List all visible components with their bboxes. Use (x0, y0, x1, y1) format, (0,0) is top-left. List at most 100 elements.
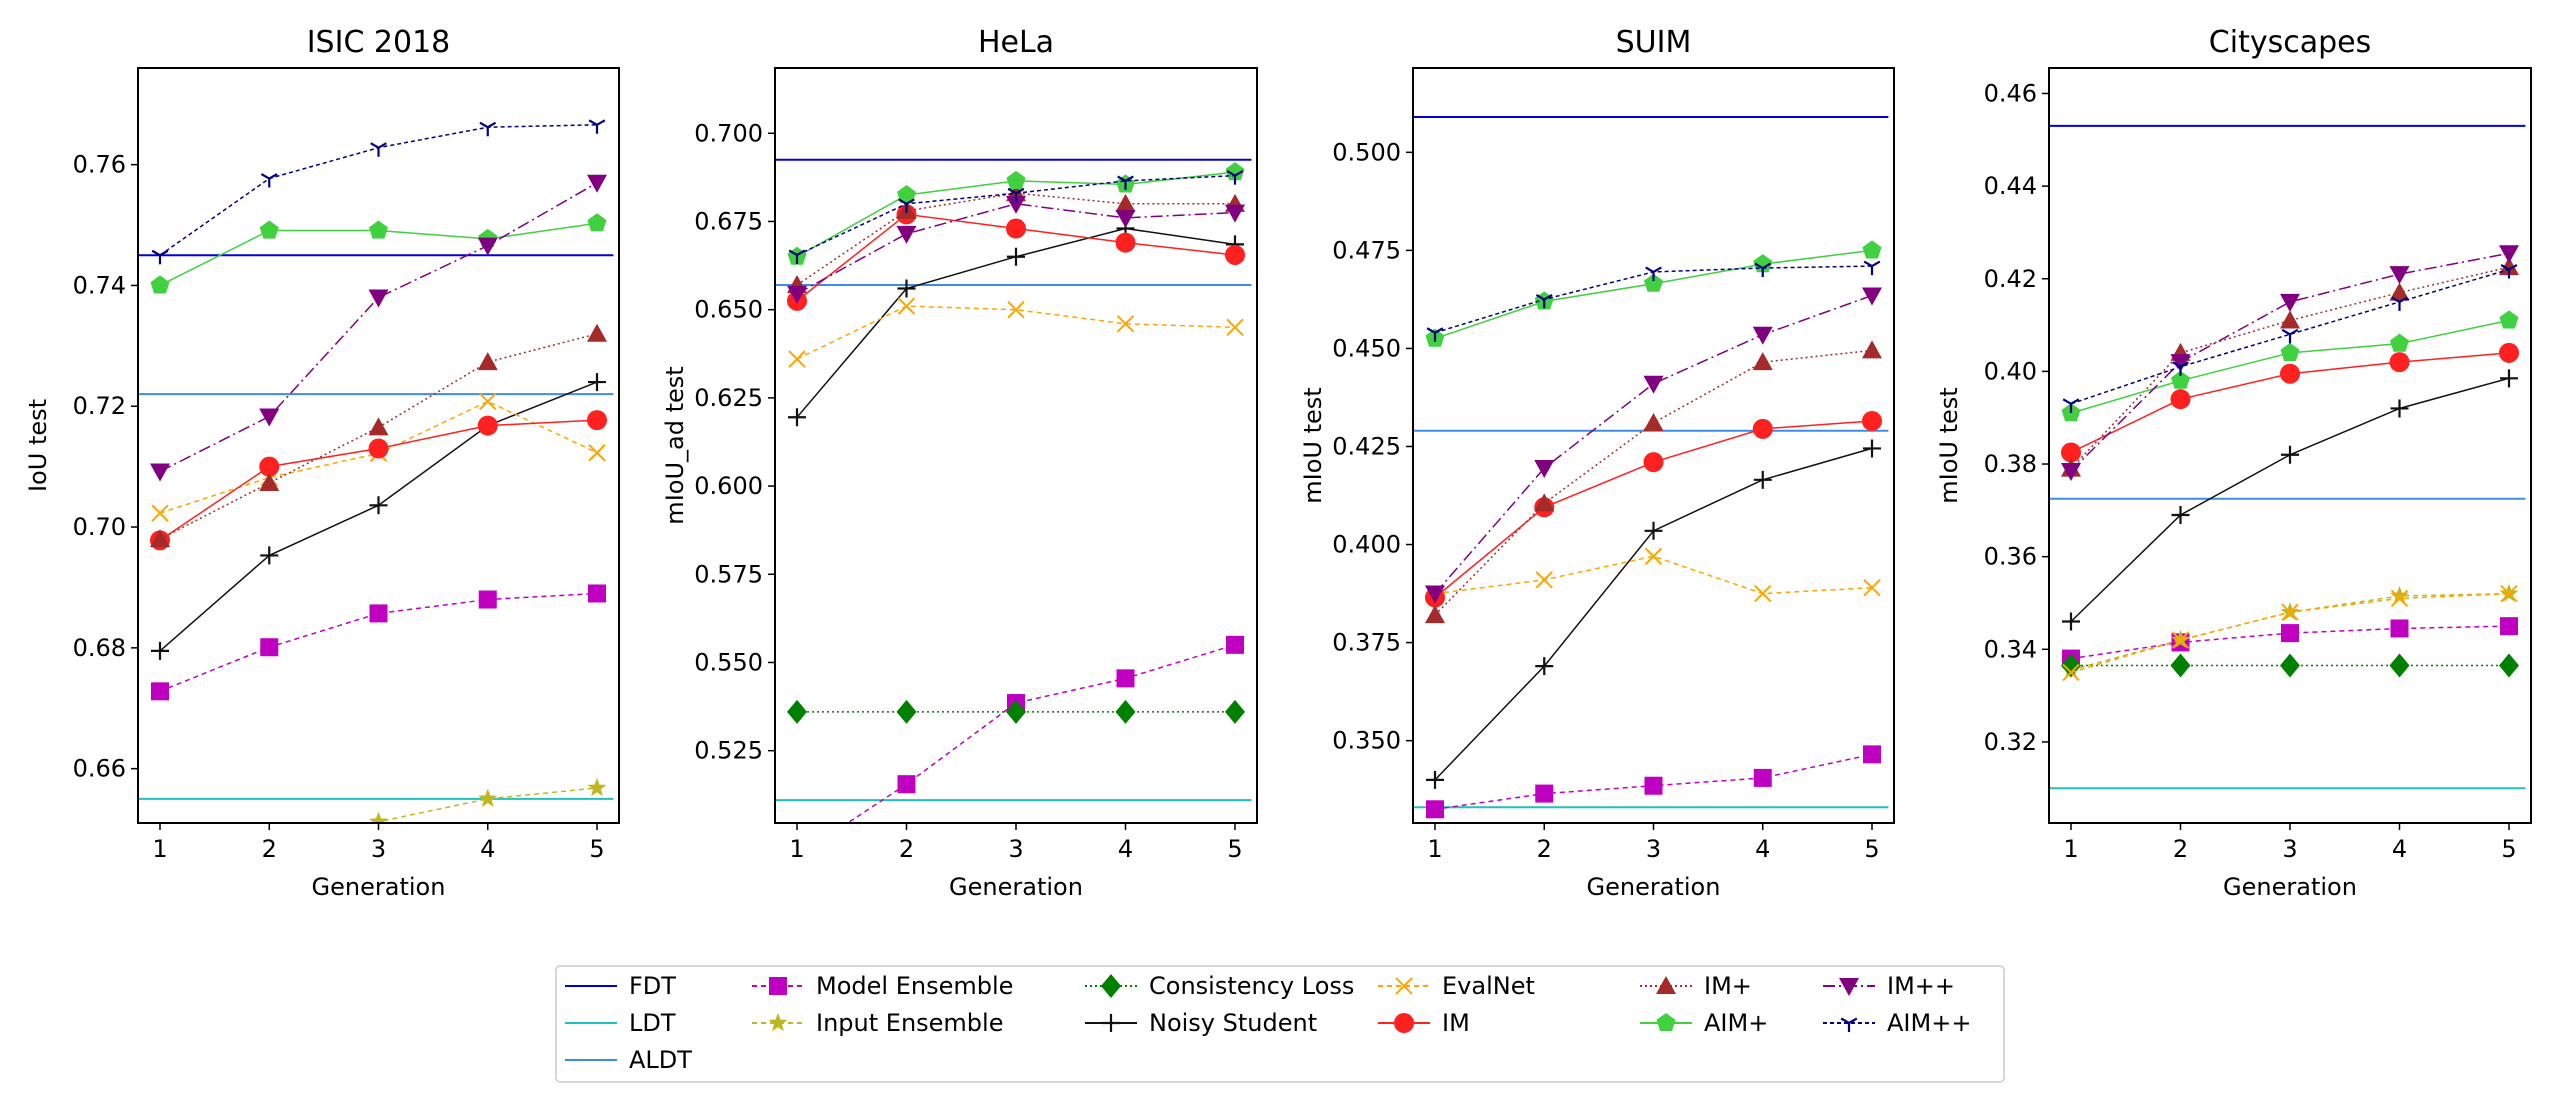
data-point-aimpp (2172, 361, 2189, 376)
chart-title: SUIM (1616, 25, 1692, 60)
y-axis-label: mIoU test (1935, 387, 1963, 503)
y-tick-label: 0.66 (73, 755, 126, 783)
legend-label: ALDT (629, 1046, 692, 1074)
legend-item-ldt: LDT (565, 1009, 676, 1037)
x-axis-label: Generation (1587, 873, 1721, 901)
x-tick-label: 5 (1864, 835, 1879, 863)
legend-label: IM++ (1887, 972, 1955, 1000)
legend-label: AIM+ (1704, 1009, 1768, 1037)
data-point-en (588, 444, 606, 462)
data-point-imp (1425, 605, 1445, 624)
x-axis-label: Generation (2223, 873, 2357, 901)
legend-item-imp: IM+ (1640, 972, 1752, 1000)
y-tick-label: 0.38 (1984, 450, 2037, 478)
legend-item-aldt: ALDT (565, 1046, 692, 1074)
series-line-me (159, 592, 598, 692)
x-tick-label: 3 (371, 835, 386, 863)
data-point-me (260, 638, 279, 657)
y-tick-label: 0.72 (73, 392, 126, 420)
data-point-ns (2281, 445, 2299, 464)
data-point-me (2281, 624, 2299, 643)
data-point-impp (1006, 195, 1026, 214)
y-tick-label: 0.350 (1332, 727, 1401, 755)
data-point-impp (1862, 287, 1882, 306)
data-point-ns (369, 496, 388, 515)
data-point-im (1643, 452, 1664, 473)
data-point-en (2171, 631, 2190, 649)
y-tick-label: 0.550 (694, 648, 763, 676)
data-point-impp (1225, 204, 1245, 223)
data-point-imp (2499, 257, 2519, 276)
data-point-impp (1425, 585, 1445, 604)
y-tick-label: 0.32 (1984, 728, 2037, 756)
x-tick-label: 1 (789, 835, 804, 863)
data-point-impp (1115, 209, 1136, 228)
data-point-aimp (369, 220, 388, 239)
data-point-aimpp (898, 198, 915, 213)
chart-title: ISIC 2018 (307, 25, 451, 60)
series-line-ns (2070, 377, 2510, 623)
legend-marker (768, 1013, 788, 1032)
data-point-impp (896, 225, 917, 244)
chart-panel-2: HeLa Generation mIoU_ad test 1 2 3 4 5 0.525 0.55… (661, 25, 1258, 901)
data-point-aimp (1225, 162, 1245, 181)
series-line-ns (1434, 447, 1873, 781)
data-point-en (1535, 571, 1553, 589)
x-tick-label: 2 (1537, 835, 1552, 863)
data-point-cl (1115, 699, 1136, 724)
data-point-ns (1426, 770, 1444, 789)
x-axis-label: Generation (312, 873, 446, 901)
data-point-imp (1534, 493, 1555, 512)
legend-marker (1394, 1013, 1414, 1033)
data-point-impp (259, 408, 280, 427)
series-line-impp (796, 203, 1236, 295)
data-point-im (2389, 352, 2410, 373)
x-tick-label: 3 (2282, 835, 2297, 863)
data-point-aimpp (1007, 187, 1025, 203)
x-tick-label: 2 (2173, 835, 2188, 863)
data-point-aimpp (588, 119, 606, 134)
data-point-me (588, 584, 606, 603)
data-point-ns (2171, 505, 2190, 524)
data-point-aimpp (1426, 327, 1444, 342)
data-point-cl (2170, 653, 2191, 678)
series-line-aimpp (796, 174, 1236, 256)
data-point-en (897, 297, 916, 315)
y-tick-label: 0.425 (1332, 432, 1401, 460)
data-point-imp (1643, 412, 1664, 431)
data-point-impp (2061, 462, 2081, 481)
legend-label: AIM++ (1887, 1009, 1971, 1037)
data-point-impp (2499, 245, 2519, 264)
legend-label: Input Ensemble (816, 1009, 1003, 1037)
axes-frame (137, 67, 620, 824)
data-point-aimp (1862, 240, 1882, 259)
data-point-impp (477, 237, 498, 256)
data-point-imp (150, 529, 170, 548)
data-point-imp (477, 352, 498, 371)
x-tick-label: 4 (1755, 835, 1770, 863)
legend-marker (1656, 1013, 1676, 1032)
legend-marker (769, 977, 787, 995)
data-point-cl (1006, 699, 1026, 724)
data-point-im (368, 438, 389, 459)
data-point-im (477, 415, 498, 436)
plot-area (2049, 124, 2526, 790)
data-point-impp (2389, 266, 2410, 285)
x-tick-label: 2 (262, 835, 277, 863)
chart-panel-4: Cityscapes Generation mIoU test 1 2 3 4 5 0.32 0.… (1935, 25, 2532, 901)
data-point-ns (1535, 657, 1554, 676)
y-tick-label: 0.76 (73, 151, 126, 179)
data-point-imp (259, 472, 280, 491)
data-point-ie (369, 811, 388, 823)
data-point-aimp (2171, 370, 2190, 389)
y-tick-label: 0.575 (694, 560, 763, 588)
data-point-ie (151, 879, 170, 897)
data-point-imp (1862, 340, 1882, 359)
data-point-im (2170, 389, 2191, 410)
data-point-ns (260, 546, 279, 565)
data-point-me (478, 590, 497, 609)
data-point-im (587, 410, 607, 431)
y-tick-label: 0.375 (1332, 629, 1401, 657)
data-point-ie (2390, 586, 2409, 605)
legend-marker (1101, 974, 1121, 998)
